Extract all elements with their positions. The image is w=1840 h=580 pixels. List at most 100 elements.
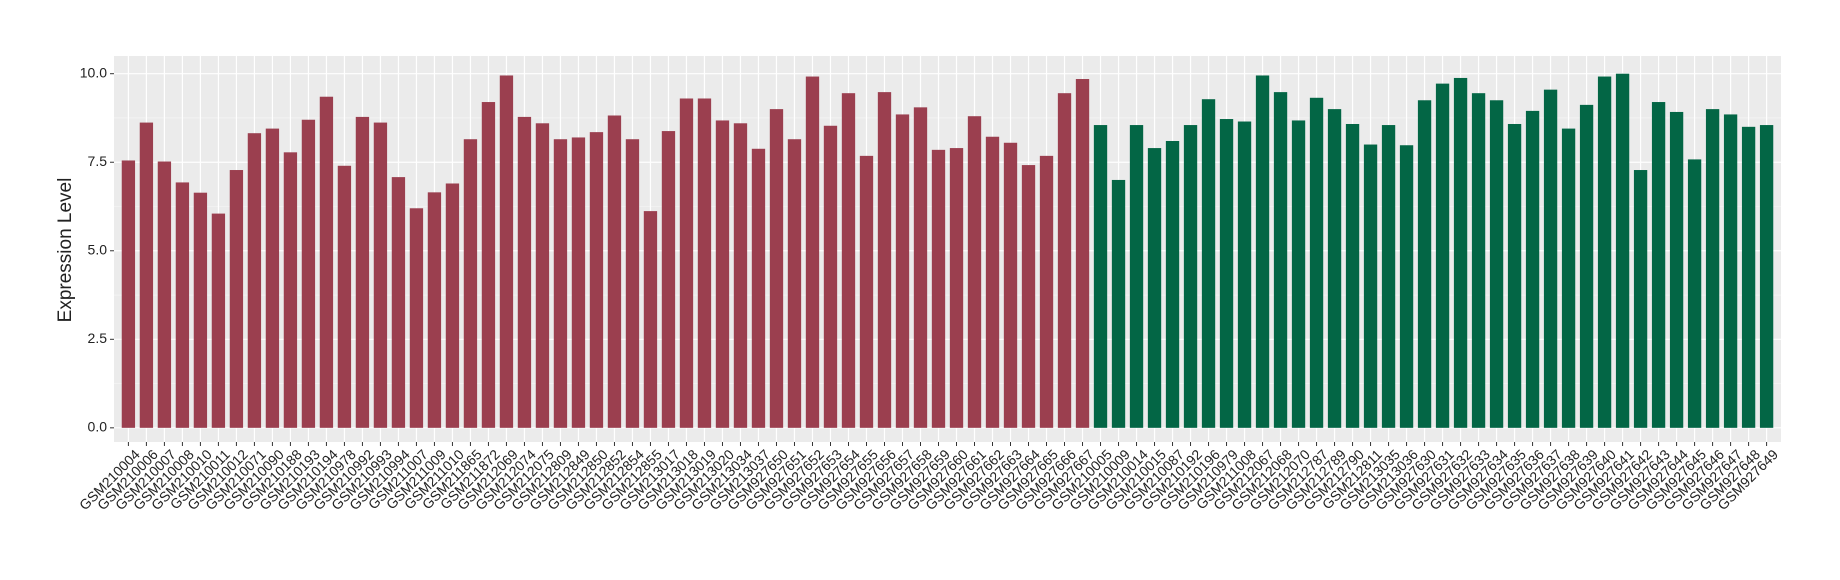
bar [301,119,316,428]
bar [373,122,388,428]
bar [409,208,424,428]
bar [247,133,262,428]
bar [715,120,730,428]
bar [1273,92,1288,428]
bar [805,76,820,428]
bar [1147,148,1162,428]
bar [1237,121,1252,428]
bar [751,148,766,428]
bar [265,128,280,428]
bar [1255,75,1270,428]
bar [1021,165,1036,428]
bar [589,132,604,428]
bar [535,123,550,428]
bar [823,125,838,428]
bar [607,115,622,428]
bar [1057,93,1072,428]
bar [1705,109,1720,428]
bar [229,170,244,428]
y-tick-label: 5.0 [88,241,108,257]
bar [1759,125,1774,428]
bar [1327,109,1342,428]
y-tick-label: 10.0 [80,64,107,80]
bar [859,155,874,428]
bar [1111,179,1126,428]
bar [1201,99,1216,428]
bar [1687,159,1702,428]
bar [517,116,532,428]
bar [427,192,442,428]
bar [1003,142,1018,428]
bar [913,107,928,428]
bar [1543,89,1558,428]
bar [1507,123,1522,428]
bar [625,139,640,428]
bar [949,148,964,428]
bar [1615,73,1630,428]
bar [355,116,370,428]
bar [661,131,676,428]
bar [967,116,982,428]
bar [787,139,802,428]
bar [1651,102,1666,428]
bar [1723,114,1738,428]
bar [1075,79,1090,428]
bar [1417,100,1432,428]
bar [1579,104,1594,428]
bar [211,213,226,428]
y-tick-label: 7.5 [88,153,108,169]
bar [841,93,856,428]
bar [733,123,748,428]
bar [1435,83,1450,428]
bar [895,114,910,428]
bar [1453,77,1468,428]
bar [1597,76,1612,428]
bar [679,98,694,428]
bar [769,109,784,428]
y-axis-title: Expression Level [55,178,76,323]
bar [985,136,1000,428]
bar [283,152,298,428]
bar [1219,119,1234,428]
bar [553,139,568,428]
bar [1561,128,1576,428]
bar [877,92,892,428]
bar [1183,125,1198,428]
bar [931,149,946,428]
bar [499,75,514,428]
bar [1399,145,1414,428]
bar [1525,110,1540,428]
bar [1309,97,1324,428]
bar [1741,126,1756,428]
bar [1489,100,1504,428]
bar [571,137,586,428]
bar [1669,111,1684,428]
bar [445,183,460,428]
y-tick-label: 2.5 [88,330,108,346]
bar [1093,125,1108,428]
y-tick-label: 0.0 [88,419,108,435]
bar [643,211,658,428]
bar [337,165,352,428]
bar [697,98,712,428]
bar [193,192,208,428]
bar [139,122,154,428]
bar [1129,125,1144,428]
bar [391,177,406,428]
bar [319,96,334,428]
bar [1291,120,1306,428]
bar [1363,144,1378,428]
bar [1165,140,1180,428]
bar [463,139,478,428]
bar [121,160,136,428]
bar [1381,125,1396,428]
bar [1471,93,1486,428]
bar [175,182,190,428]
bar [481,102,496,428]
bar [157,161,172,428]
bar [1345,123,1360,428]
bar [1039,155,1054,428]
bar [1633,170,1648,428]
